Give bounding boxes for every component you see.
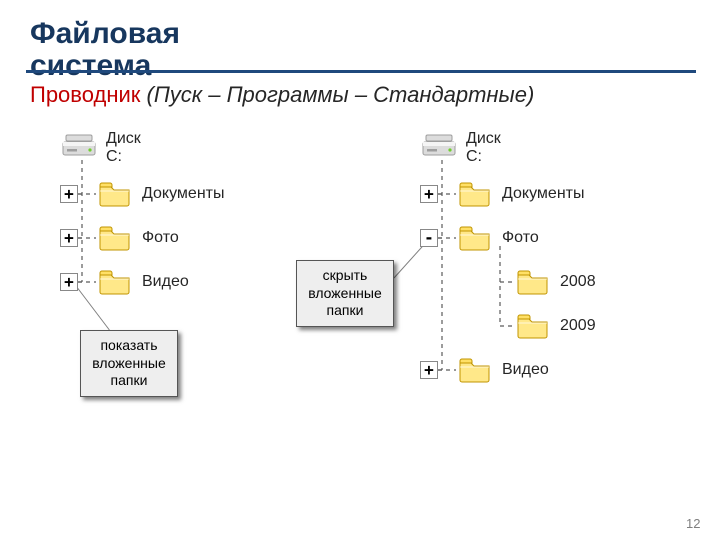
tree-row-photo: - Фото bbox=[420, 220, 539, 256]
folder-label: Фото bbox=[502, 229, 539, 247]
drive-row: Диск C: bbox=[420, 130, 501, 166]
folder-label: 2009 bbox=[560, 317, 596, 335]
folder-icon bbox=[456, 177, 494, 211]
tree-row-2009: 2009 bbox=[478, 308, 596, 344]
tree-row-video: + Видео bbox=[60, 264, 189, 300]
folder-icon bbox=[96, 177, 134, 211]
folder-label: Документы bbox=[142, 185, 224, 203]
collapse-icon[interactable]: - bbox=[420, 229, 438, 247]
expand-icon[interactable]: + bbox=[60, 229, 78, 247]
expand-icon[interactable]: + bbox=[420, 361, 438, 379]
title-rule bbox=[26, 70, 696, 73]
tree-row-video: + Видео bbox=[420, 352, 549, 388]
folder-label: Видео bbox=[142, 273, 189, 291]
subtitle-rest: (Пуск – Программы – Стандартные) bbox=[147, 82, 535, 107]
folder-icon bbox=[456, 221, 494, 255]
callout-hide-nested: скрытьвложенныепапки bbox=[296, 260, 394, 327]
page-number: 12 bbox=[686, 516, 700, 531]
folder-label: Фото bbox=[142, 229, 179, 247]
folder-label: 2008 bbox=[560, 273, 596, 291]
drive-label: Диск C: bbox=[466, 130, 501, 166]
drive-row: Диск C: bbox=[60, 130, 141, 166]
tree-row-documents: + Документы bbox=[60, 176, 224, 212]
folder-label: Документы bbox=[502, 185, 584, 203]
expand-icon[interactable]: + bbox=[60, 273, 78, 291]
callout-show-nested: показатьвложенныепапки bbox=[80, 330, 178, 397]
tree-row-documents: + Документы bbox=[420, 176, 584, 212]
folder-icon bbox=[96, 265, 134, 299]
folder-icon bbox=[96, 221, 134, 255]
folder-icon bbox=[456, 353, 494, 387]
folder-icon bbox=[514, 265, 552, 299]
subtitle: Проводник (Пуск – Программы – Стандартны… bbox=[30, 82, 534, 108]
subtitle-prefix: Проводник bbox=[30, 82, 147, 107]
drive-icon bbox=[420, 131, 458, 165]
drive-label: Диск C: bbox=[106, 130, 141, 166]
tree-row-photo: + Фото bbox=[60, 220, 179, 256]
folder-icon bbox=[514, 309, 552, 343]
drive-icon bbox=[60, 131, 98, 165]
folder-label: Видео bbox=[502, 361, 549, 379]
tree-row-2008: 2008 bbox=[478, 264, 596, 300]
expand-icon[interactable]: + bbox=[420, 185, 438, 203]
expand-icon[interactable]: + bbox=[60, 185, 78, 203]
